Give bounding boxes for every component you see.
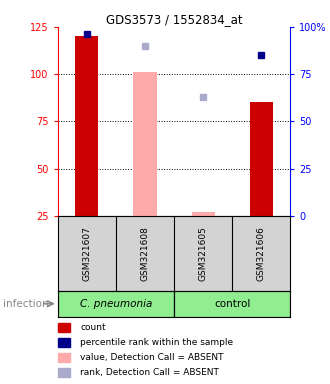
Text: count: count (80, 323, 106, 332)
Bar (250, 103, 273, 216)
Text: value, Detection Call = ABSENT: value, Detection Call = ABSENT (80, 353, 224, 362)
Bar (133, 72, 157, 216)
Text: GSM321606: GSM321606 (257, 226, 266, 281)
Text: GSM321607: GSM321607 (82, 226, 91, 281)
Bar (174, 291, 290, 317)
Text: percentile rank within the sample: percentile rank within the sample (80, 338, 233, 347)
Text: C. pneumonia: C. pneumonia (80, 299, 152, 309)
Text: rank, Detection Call = ABSENT: rank, Detection Call = ABSENT (80, 368, 219, 377)
Text: infection: infection (3, 299, 49, 309)
Bar (58, 291, 174, 317)
Bar (191, 212, 215, 216)
Bar (75, 36, 98, 216)
Title: GDS3573 / 1552834_at: GDS3573 / 1552834_at (106, 13, 243, 26)
Text: GSM321605: GSM321605 (199, 226, 208, 281)
Text: GSM321608: GSM321608 (141, 226, 149, 281)
Text: control: control (214, 299, 250, 309)
